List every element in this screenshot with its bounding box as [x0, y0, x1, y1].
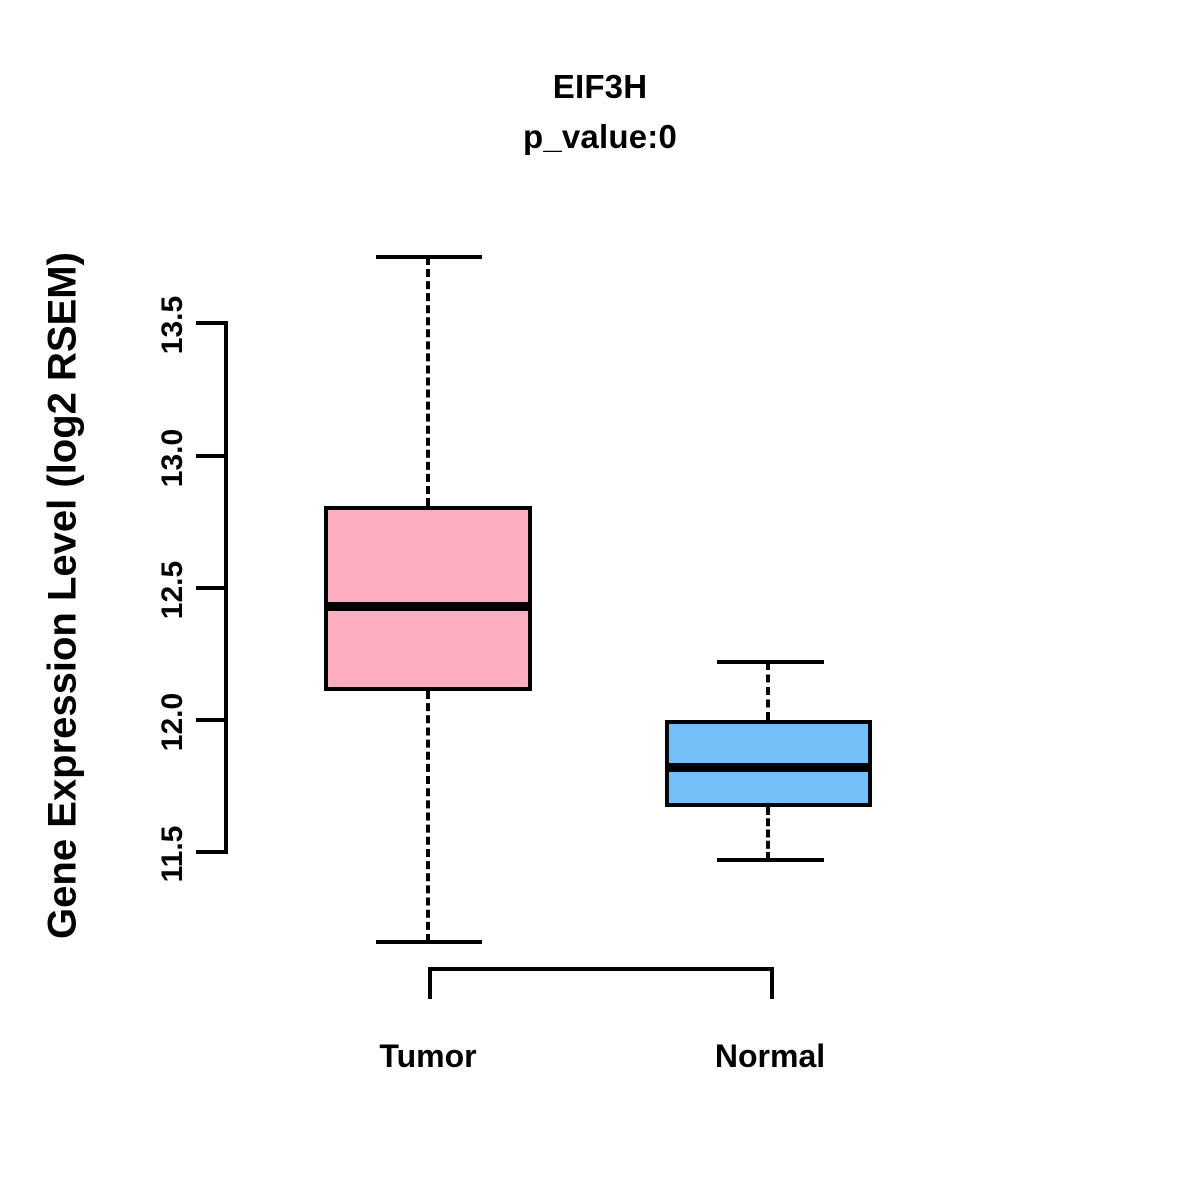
- y-axis-title: Gene Expression Level (log2 RSEM): [40, 252, 85, 939]
- tumor-median-line: [324, 602, 532, 611]
- y-tick-mark-13-0: [196, 454, 228, 458]
- tumor-upper-whisker: [426, 256, 430, 506]
- normal-upper-whisker-cap: [717, 659, 824, 664]
- normal-upper-whisker: [766, 661, 770, 720]
- normal-median-line: [665, 763, 872, 773]
- x-axis-right-end: [770, 967, 774, 999]
- x-axis-line: [428, 967, 774, 971]
- y-tick-label-13-5: 13.5: [156, 295, 189, 355]
- x-tick-label-normal: Normal: [714, 1038, 826, 1074]
- y-tick-mark-13-5: [196, 321, 228, 325]
- tumor-lower-whisker: [426, 690, 430, 942]
- normal-lower-whisker-cap: [717, 857, 824, 862]
- p-value-subtitle: p_value:0: [522, 118, 678, 155]
- x-axis-left-end: [428, 967, 432, 999]
- tumor-lower-whisker-cap: [376, 939, 482, 944]
- y-tick-mark-12-0: [196, 718, 228, 722]
- y-tick-mark-12-5: [196, 586, 228, 590]
- y-tick-label-11-5: 11.5: [156, 825, 189, 883]
- tumor-upper-whisker-cap: [376, 254, 482, 259]
- x-tick-label-tumor: Tumor: [379, 1038, 477, 1074]
- tumor-box: [324, 505, 532, 691]
- y-tick-label-12-5: 12.5: [156, 560, 189, 620]
- y-tick-label-13-0: 13.0: [156, 428, 189, 488]
- y-tick-label-12-0: 12.0: [156, 692, 189, 752]
- y-tick-mark-11-5: [196, 850, 228, 854]
- normal-lower-whisker: [766, 807, 770, 860]
- page-title: EIF3H: [552, 68, 648, 105]
